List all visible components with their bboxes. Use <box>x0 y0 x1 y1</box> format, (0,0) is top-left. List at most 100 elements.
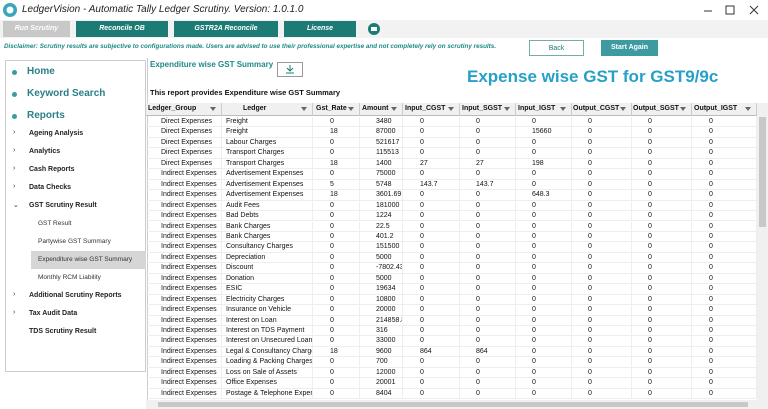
table-cell: 0 <box>632 137 692 149</box>
table-cell: 0 <box>516 315 572 326</box>
table-cell: 0 <box>516 252 572 264</box>
back-button[interactable]: Back <box>529 40 584 56</box>
table-cell: 0 <box>692 273 757 285</box>
table-cell: 0 <box>632 336 692 347</box>
info-icon[interactable] <box>367 22 381 36</box>
table-cell: Indirect Expenses <box>146 388 222 400</box>
table-cell: Bad Debts <box>222 211 313 222</box>
vertical-scrollbar[interactable] <box>757 103 768 400</box>
nav-item[interactable]: Ageing Analysis <box>29 130 84 137</box>
nav-bullet <box>12 92 17 97</box>
filter-icon[interactable] <box>301 107 307 111</box>
nav-item[interactable]: Keyword Search <box>27 88 106 99</box>
table-cell: 0 <box>692 284 757 295</box>
table-cell: Indirect Expenses <box>146 211 222 222</box>
column-header[interactable]: Gst_Rate <box>313 103 360 116</box>
table-cell: 0 <box>460 263 516 274</box>
column-header[interactable]: Output_CGST <box>572 103 632 116</box>
column-header[interactable]: Ledger <box>222 103 313 116</box>
window-controls[interactable] <box>700 3 764 17</box>
table-cell: 0 <box>516 367 572 379</box>
nav-item[interactable]: Additional Scrutiny Reports <box>29 292 122 299</box>
table-cell: Direct Expenses <box>146 148 222 159</box>
table-cell: 0 <box>692 127 757 138</box>
table-cell: 0 <box>692 137 757 149</box>
table-cell: 0 <box>572 388 632 400</box>
table-cell: 0 <box>632 179 692 191</box>
nav-item[interactable]: Tax Audit Data <box>29 310 78 317</box>
table-cell: 0 <box>692 263 757 274</box>
toolbar-button[interactable]: Reconcile OB <box>76 21 168 37</box>
horizontal-scrollbar[interactable] <box>146 400 768 409</box>
column-header[interactable]: Output_SGST <box>632 103 692 116</box>
toolbar-button[interactable]: Run Scrutiny <box>3 21 70 37</box>
column-header[interactable]: Ledger_Group <box>146 103 222 116</box>
nav-item[interactable]: Reports <box>27 110 65 121</box>
nav-arrow: › <box>13 129 16 136</box>
table-cell: 864 <box>403 346 460 358</box>
filter-icon[interactable] <box>391 107 397 111</box>
table-cell: Direct Expenses <box>146 137 222 149</box>
table-cell: 0 <box>572 357 632 368</box>
table-cell: 0 <box>632 221 692 232</box>
nav-item[interactable]: Cash Reports <box>29 166 75 173</box>
table-cell: Indirect Expenses <box>146 273 222 285</box>
table-cell: 0 <box>516 211 572 222</box>
filter-icon[interactable] <box>348 107 354 111</box>
filter-icon[interactable] <box>504 107 510 111</box>
table-cell: 0 <box>632 378 692 389</box>
table-cell: 27 <box>460 158 516 170</box>
download-button[interactable] <box>277 62 303 77</box>
table-cell: 0 <box>632 127 692 138</box>
table-cell: Indirect Expenses <box>146 231 222 243</box>
table-cell: 0 <box>692 221 757 232</box>
nav-item[interactable]: GST Scrutiny Result <box>29 202 97 209</box>
table-cell: 0 <box>313 315 360 326</box>
table-cell: 5000 <box>360 252 403 264</box>
toolbar-button[interactable]: License <box>284 21 356 37</box>
start-again-button[interactable]: Start Again <box>601 40 658 56</box>
table-cell: 151500 <box>360 242 403 253</box>
table-cell: 0 <box>516 179 572 191</box>
filter-icon[interactable] <box>680 107 686 111</box>
table-cell: Advertisement Expenses <box>222 179 313 191</box>
toolbar-button[interactable]: GSTR2A Reconcile <box>174 21 278 37</box>
nav-subitem[interactable]: Partywise GST Summary <box>38 238 111 245</box>
column-header[interactable]: Input_SGST <box>460 103 516 116</box>
table-cell: Indirect Expenses <box>146 294 222 306</box>
table-cell: 0 <box>572 315 632 326</box>
nav-item[interactable]: TDS Scrutiny Result <box>29 328 97 335</box>
report-heading: Expenditure wise GST Summary <box>150 60 274 69</box>
table-cell: 181000 <box>360 200 403 212</box>
nav-item[interactable]: Data Checks <box>29 184 72 191</box>
nav-subitem[interactable]: Monthly RCM Liability <box>38 274 101 281</box>
table-cell: 0 <box>460 148 516 159</box>
table-cell: 0 <box>632 117 692 128</box>
table-cell: 0 <box>692 200 757 212</box>
table-cell: 0 <box>516 388 572 400</box>
column-header[interactable]: Input_CGST <box>403 103 460 116</box>
table-cell: 0 <box>460 242 516 253</box>
filter-icon[interactable] <box>448 107 454 111</box>
filter-icon[interactable] <box>560 107 566 111</box>
nav-subitem[interactable]: Expenditure wise GST Summary <box>38 256 133 263</box>
filter-icon[interactable] <box>210 107 216 111</box>
nav-item[interactable]: Home <box>27 66 55 77</box>
table-cell: 0 <box>313 148 360 159</box>
table-cell: Indirect Expenses <box>146 252 222 264</box>
nav-item[interactable]: Analytics <box>29 148 61 155</box>
column-header[interactable]: Amount <box>360 103 403 116</box>
table-cell: 0 <box>572 273 632 285</box>
nav-selected <box>31 251 146 269</box>
filter-icon[interactable] <box>620 107 626 111</box>
column-header[interactable]: Input_IGST <box>516 103 572 116</box>
nav-subitem[interactable]: GST Result <box>38 220 72 227</box>
table-cell: 0 <box>313 211 360 222</box>
table-cell: 0 <box>572 284 632 295</box>
table-cell: 8404 <box>360 388 403 400</box>
table-cell: 0 <box>313 367 360 379</box>
table-cell: 27 <box>403 158 460 170</box>
table-cell: 0 <box>516 231 572 243</box>
filter-icon[interactable] <box>745 107 751 111</box>
column-header[interactable]: Output_IGST <box>692 103 757 116</box>
